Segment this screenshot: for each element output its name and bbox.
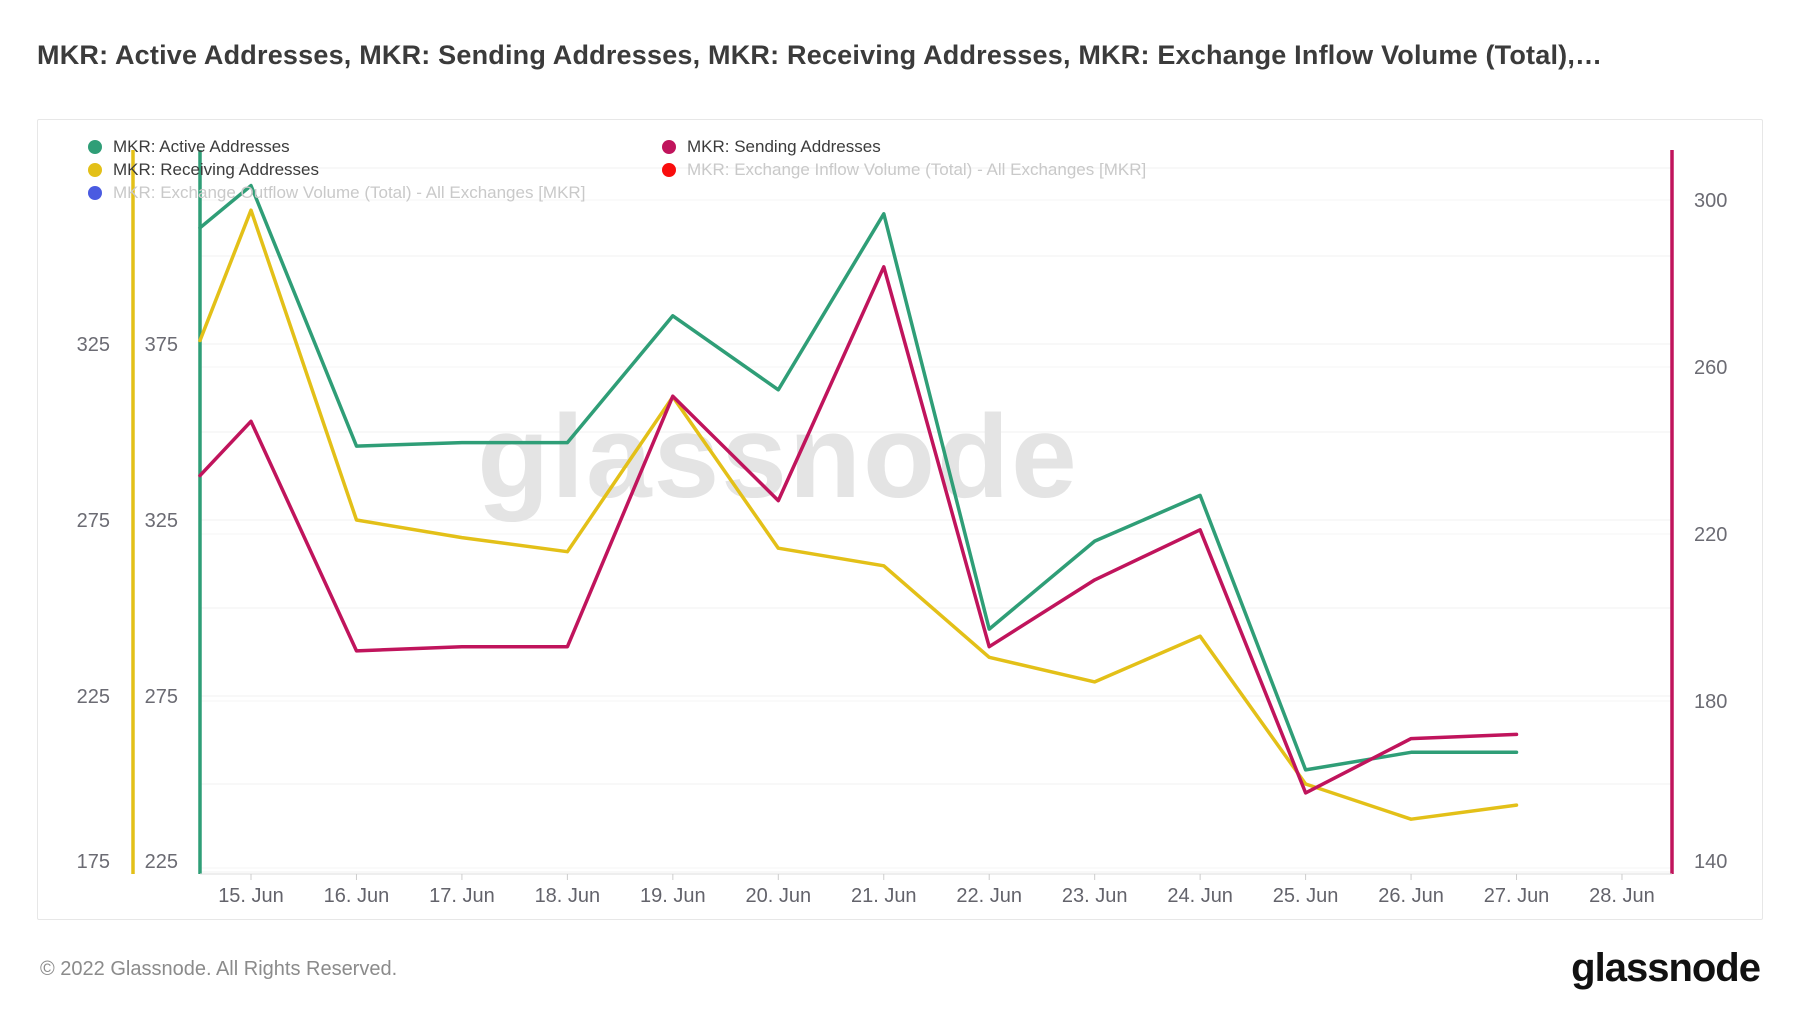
legend-item-label: MKR: Active Addresses [113, 137, 290, 156]
legend-marker-icon [662, 163, 676, 177]
y-tick-label-right: 300 [1694, 190, 1727, 212]
legend-marker-icon [88, 140, 102, 154]
legend-item-label: MKR: Exchange Inflow Volume (Total) - Al… [687, 160, 1147, 179]
x-tick-label: 21. Jun [851, 885, 917, 907]
legend-marker-icon [662, 140, 676, 154]
x-tick-label: 19. Jun [640, 885, 706, 907]
legend-item-label: MKR: Sending Addresses [687, 137, 881, 156]
series-line-mkr-active-addresses[interactable] [198, 183, 1519, 772]
x-tick-label: 15. Jun [218, 885, 284, 907]
page-title: MKR: Active Addresses, MKR: Sending Addr… [37, 40, 1603, 70]
legend-item-label: MKR: Exchange Outflow Volume (Total) - A… [113, 183, 586, 202]
x-tick-label: 25. Jun [1273, 885, 1339, 907]
legend-item-label: MKR: Receiving Addresses [113, 160, 319, 179]
y-tick-label-left_inner: 275 [145, 686, 178, 708]
x-tick-label: 18. Jun [535, 885, 601, 907]
y-tick-label-left_outer: 325 [77, 334, 110, 356]
legend-item-1[interactable]: MKR: Sending Addresses [662, 136, 881, 158]
y-tick-label-left_outer: 175 [77, 851, 110, 873]
copyright-text: © 2022 Glassnode. All Rights Reserved. [40, 958, 398, 980]
legend-item-2[interactable]: MKR: Receiving Addresses [88, 159, 319, 181]
glassnode-logo: glassnode [1571, 946, 1761, 990]
x-tick-label: 20. Jun [745, 885, 811, 907]
x-tick-label: 17. Jun [429, 885, 495, 907]
legend-marker-icon [88, 186, 102, 200]
y-tick-label-right: 180 [1694, 691, 1727, 713]
legend-item-4[interactable]: MKR: Exchange Outflow Volume (Total) - A… [88, 182, 585, 204]
y-tick-label-left_inner: 225 [145, 851, 178, 873]
glassnode-watermark: glassnode [477, 391, 1079, 523]
series-line-mkr-sending-addresses[interactable] [198, 265, 1519, 795]
x-tick-label: 22. Jun [956, 885, 1022, 907]
y-tick-label-left_inner: 375 [145, 334, 178, 356]
x-tick-label: 16. Jun [324, 885, 390, 907]
legend-marker-icon [88, 163, 102, 177]
x-tick-label: 28. Jun [1589, 885, 1655, 907]
y-tick-label-left_outer: 225 [77, 686, 110, 708]
x-tick-label: 27. Jun [1484, 885, 1550, 907]
y-tick-label-right: 140 [1694, 851, 1727, 873]
series-line-mkr-receiving-addresses[interactable] [198, 208, 1519, 821]
x-tick-label: 24. Jun [1167, 885, 1233, 907]
y-tick-label-right: 220 [1694, 524, 1727, 546]
legend-item-3[interactable]: MKR: Exchange Inflow Volume (Total) - Al… [662, 159, 1146, 181]
legend-item-0[interactable]: MKR: Active Addresses [88, 136, 290, 158]
x-tick-label: 26. Jun [1378, 885, 1444, 907]
y-tick-label-right: 260 [1694, 357, 1727, 379]
y-tick-label-left_inner: 325 [145, 510, 178, 532]
x-tick-label: 23. Jun [1062, 885, 1128, 907]
y-tick-label-left_outer: 275 [77, 510, 110, 532]
